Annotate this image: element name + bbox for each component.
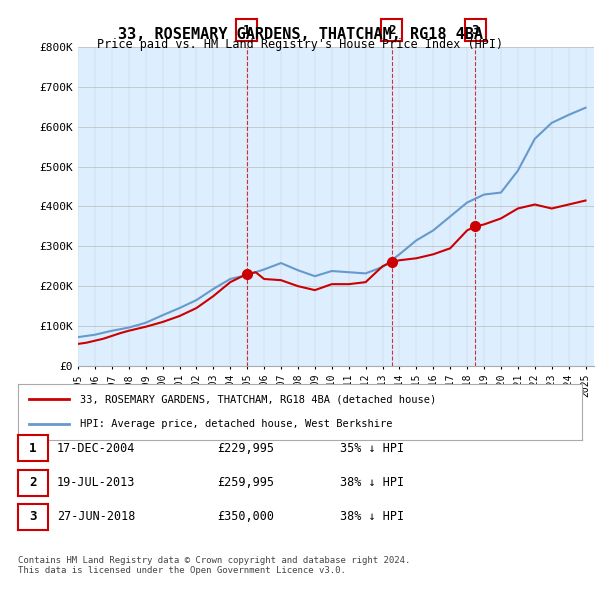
Text: 3: 3: [29, 510, 37, 523]
Text: 3: 3: [472, 24, 479, 37]
Text: 2: 2: [388, 24, 395, 37]
Text: £259,995: £259,995: [218, 476, 275, 489]
Text: 2: 2: [29, 476, 37, 489]
Text: 33, ROSEMARY GARDENS, THATCHAM, RG18 4BA: 33, ROSEMARY GARDENS, THATCHAM, RG18 4BA: [118, 27, 482, 41]
Text: 1: 1: [29, 442, 37, 455]
Text: Price paid vs. HM Land Registry's House Price Index (HPI): Price paid vs. HM Land Registry's House …: [97, 38, 503, 51]
Text: 35% ↓ HPI: 35% ↓ HPI: [340, 442, 404, 455]
Text: 38% ↓ HPI: 38% ↓ HPI: [340, 510, 404, 523]
Text: HPI: Average price, detached house, West Berkshire: HPI: Average price, detached house, West…: [80, 419, 392, 429]
Text: 1: 1: [243, 24, 250, 37]
Text: 33, ROSEMARY GARDENS, THATCHAM, RG18 4BA (detached house): 33, ROSEMARY GARDENS, THATCHAM, RG18 4BA…: [80, 394, 436, 404]
Text: 38% ↓ HPI: 38% ↓ HPI: [340, 476, 404, 489]
Text: 17-DEC-2004: 17-DEC-2004: [57, 442, 135, 455]
Text: £350,000: £350,000: [218, 510, 275, 523]
Text: £229,995: £229,995: [218, 442, 275, 455]
Text: 27-JUN-2018: 27-JUN-2018: [57, 510, 135, 523]
Text: 19-JUL-2013: 19-JUL-2013: [57, 476, 135, 489]
Text: Contains HM Land Registry data © Crown copyright and database right 2024.
This d: Contains HM Land Registry data © Crown c…: [18, 556, 410, 575]
